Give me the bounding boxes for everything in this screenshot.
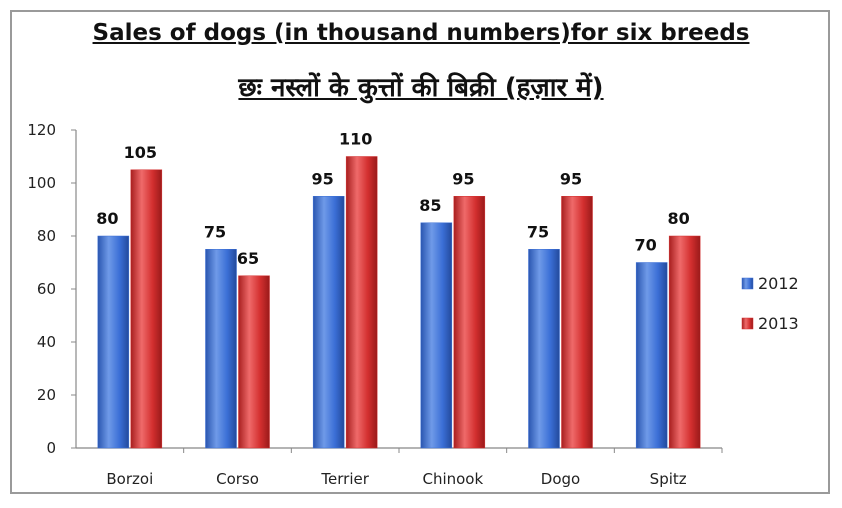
data-label: 85 — [419, 196, 441, 215]
data-label: 65 — [237, 249, 259, 268]
data-label: 95 — [312, 169, 334, 188]
y-tick-label: 80 — [37, 227, 56, 245]
bar-2012-borzoi — [97, 235, 130, 449]
y-tick-label: 0 — [46, 439, 56, 457]
data-label: 95 — [560, 169, 582, 188]
bar-2013-corso — [238, 275, 270, 449]
x-tick-label: Spitz — [650, 470, 687, 488]
legend-swatch-2013 — [741, 317, 754, 330]
legend-label-2012: 2012 — [758, 274, 799, 293]
data-label: 80 — [668, 209, 690, 228]
x-tick-label: Chinook — [422, 470, 483, 488]
bar-2012-spitz — [635, 262, 668, 449]
x-tick-label: Dogo — [541, 470, 580, 488]
data-label: 80 — [96, 209, 118, 228]
data-label: 70 — [635, 236, 657, 255]
y-tick-label: 100 — [27, 174, 56, 192]
bar-2013-chinook — [453, 196, 486, 449]
x-tick-label: Borzoi — [106, 470, 153, 488]
bar-2012-chinook — [420, 222, 453, 449]
y-tick-label: 40 — [37, 333, 56, 351]
legend-label-2013: 2013 — [758, 314, 799, 333]
data-label: 105 — [124, 143, 157, 162]
bar-2013-terrier — [345, 156, 378, 449]
data-label: 75 — [204, 222, 226, 241]
bar-2013-borzoi — [130, 169, 163, 449]
data-label: 95 — [452, 169, 474, 188]
y-tick-label: 60 — [37, 280, 56, 298]
bar-2012-dogo — [528, 249, 560, 449]
bar-2012-terrier — [312, 196, 345, 449]
y-tick-label: 120 — [27, 121, 56, 139]
x-tick-label: Corso — [216, 470, 259, 488]
bar-2013-dogo — [561, 196, 593, 449]
data-label: 75 — [527, 222, 549, 241]
chart-subtitle: छः नस्लों के कुत्तों की बिक्री (हज़ार मे… — [238, 73, 604, 103]
y-tick-label: 20 — [37, 386, 56, 404]
x-tick-label: Terrier — [320, 470, 369, 488]
data-label: 110 — [339, 130, 372, 149]
bar-2013-spitz — [668, 235, 701, 449]
chart-title: Sales of dogs (in thousand numbers)for s… — [92, 20, 750, 46]
legend-swatch-2012 — [741, 277, 754, 290]
bar-2012-corso — [205, 249, 237, 449]
